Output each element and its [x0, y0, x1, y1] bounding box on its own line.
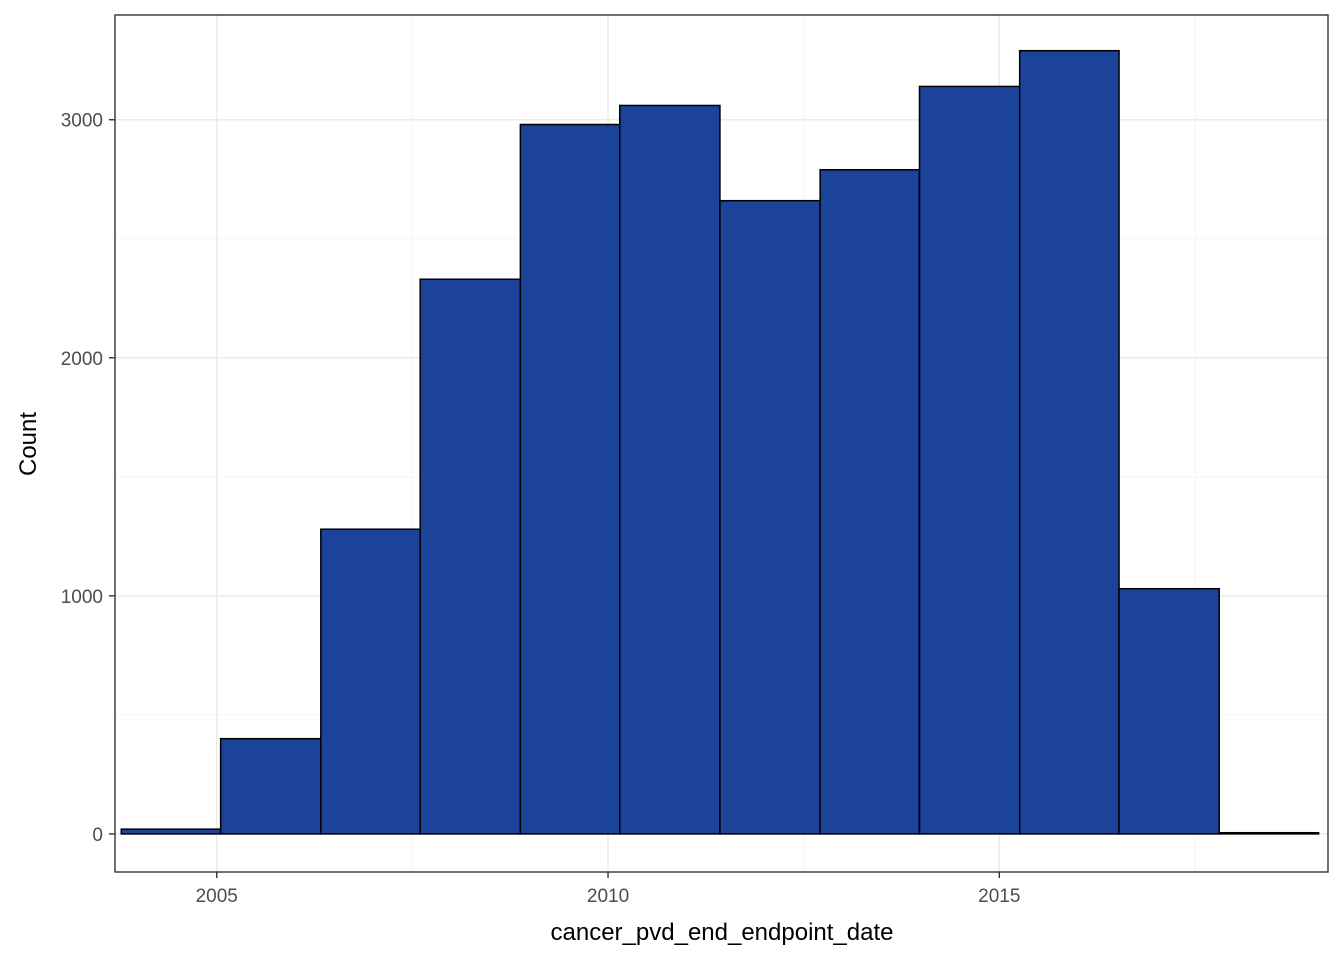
- x-tick-label: 2005: [196, 886, 238, 907]
- histogram-bar-2: [219, 737, 322, 835]
- histogram-bar-6: [619, 104, 721, 835]
- histogram-bar-9: [918, 85, 1021, 835]
- histogram-bar-1: [120, 828, 222, 835]
- histogram-bars: [120, 49, 1320, 835]
- histogram-bar-12: [1218, 831, 1320, 835]
- histogram-bar-11: [1118, 587, 1220, 835]
- panel-border: [114, 14, 1329, 873]
- axis-ticks: 2005 2010 2015 0 1000 2000 3000: [61, 111, 1021, 907]
- y-tick-label: 2000: [61, 349, 103, 370]
- y-axis-title: Count: [15, 412, 42, 476]
- histogram-bar-4: [419, 278, 522, 835]
- y-tick-label: 1000: [61, 587, 103, 608]
- x-axis-title: cancer_pvd_end_endpoint_date: [551, 919, 894, 946]
- histogram-bar-5: [519, 123, 621, 835]
- y-tick-label: 0: [92, 825, 103, 846]
- histogram-bar-10: [1018, 49, 1120, 835]
- x-tick-label: 2015: [978, 886, 1020, 907]
- histogram-bar-7: [719, 199, 821, 835]
- x-tick-label: 2010: [587, 886, 629, 907]
- y-tick-label: 3000: [61, 111, 103, 132]
- histogram-bar-8: [819, 168, 921, 835]
- histogram-bar-3: [320, 528, 421, 835]
